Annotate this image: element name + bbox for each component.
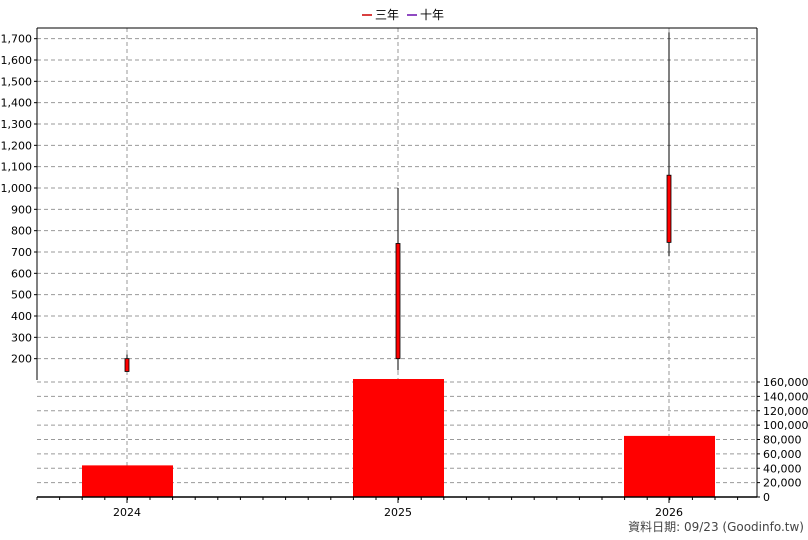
price-tick-label: 1,600 <box>1 54 33 67</box>
price-tick-label: 1,000 <box>1 182 33 195</box>
price-tick-label: 1,500 <box>1 75 33 88</box>
candle <box>124 354 130 372</box>
price-tick-label: 400 <box>11 310 32 323</box>
volume-bars <box>82 379 715 497</box>
legend-label-ten-year: 十年 <box>420 8 444 22</box>
price-tick-label: 1,400 <box>1 97 33 110</box>
price-tick-label: 700 <box>11 246 32 259</box>
volume-tick-label: 0 <box>763 491 770 504</box>
price-tick-label: 1,200 <box>1 139 33 152</box>
price-tick-label: 1,300 <box>1 118 33 131</box>
volume-tick-label: 120,000 <box>763 405 808 418</box>
volume-bar <box>82 465 173 497</box>
volume-tick-label: 40,000 <box>763 462 802 475</box>
price-tick-label: 600 <box>11 267 32 280</box>
candle <box>395 188 401 371</box>
volume-tick-label: 80,000 <box>763 434 802 447</box>
candle-body <box>124 358 130 372</box>
volume-tick-label: 140,000 <box>763 390 808 403</box>
price-tick-label: 200 <box>11 353 32 366</box>
x-tick-label: 2025 <box>384 506 412 519</box>
candle <box>666 32 672 257</box>
volume-tick-label: 160,000 <box>763 376 808 389</box>
volume-tick-label: 100,000 <box>763 419 808 432</box>
price-tick-label: 500 <box>11 289 32 302</box>
volume-bar <box>353 379 444 497</box>
x-axis: 2024 2025 2026 <box>36 497 739 519</box>
candle-body <box>395 243 401 360</box>
candles <box>124 32 672 372</box>
legend: 三年 十年 <box>362 8 444 22</box>
legend-label-three-year: 三年 <box>375 8 399 22</box>
price-tick-label: 900 <box>11 203 32 216</box>
volume-bar <box>624 435 715 497</box>
x-tick-label: 2024 <box>113 506 141 519</box>
price-tick-label: 300 <box>11 331 32 344</box>
x-tick-label: 2026 <box>655 506 683 519</box>
footer-source: 資料日期: 09/23 (Goodinfo.tw) <box>628 520 804 534</box>
volume-tick-label: 60,000 <box>763 448 802 461</box>
price-axis: 200 300 400 500 600 700 800 900 1,000 1,100 1,200 1… <box>1 33 37 366</box>
candle-body <box>666 174 672 243</box>
price-tick-label: 800 <box>11 225 32 238</box>
price-tick-label: 1,700 <box>1 33 33 46</box>
price-tick-label: 1,100 <box>1 161 33 174</box>
volume-tick-label: 20,000 <box>763 477 802 490</box>
